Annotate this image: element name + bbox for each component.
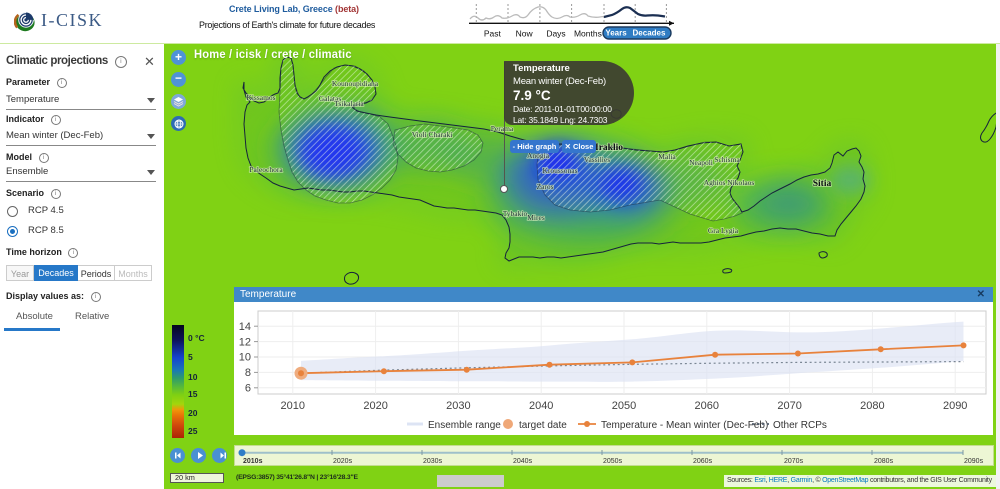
svg-text:2080: 2080 xyxy=(860,400,884,412)
svg-text:2040s: 2040s xyxy=(513,458,533,465)
svg-text:Galatas: Galatas xyxy=(319,94,342,103)
svg-text:2030: 2030 xyxy=(446,400,470,412)
svg-text:2010: 2010 xyxy=(281,400,305,412)
svg-text:Mires: Mires xyxy=(527,213,545,222)
svg-text:Schisma: Schisma xyxy=(714,155,740,164)
svg-text:Other RCPs: Other RCPs xyxy=(773,420,827,431)
svg-text:2050s: 2050s xyxy=(603,458,623,465)
svg-text:Perama: Perama xyxy=(491,124,514,133)
svg-text:10: 10 xyxy=(239,352,251,364)
svg-text:Iraklio: Iraklio xyxy=(595,143,623,153)
svg-text:2080s: 2080s xyxy=(874,458,894,465)
svg-text:Ensemble range: Ensemble range xyxy=(428,420,501,431)
svg-text:Neapoli: Neapoli xyxy=(689,158,713,167)
svg-text:Kissamos: Kissamos xyxy=(246,93,275,102)
svg-text:2020: 2020 xyxy=(363,400,387,412)
svg-text:Anogia: Anogia xyxy=(527,151,550,160)
svg-text:14: 14 xyxy=(239,321,251,333)
svg-text:6: 6 xyxy=(245,383,251,395)
svg-text:Aghios Nikolaos: Aghios Nikolaos xyxy=(704,178,755,187)
svg-text:Now: Now xyxy=(516,29,534,39)
svg-text:Violi Charaki: Violi Charaki xyxy=(412,130,453,139)
svg-text:Tybakio: Tybakio xyxy=(503,209,528,218)
svg-text:2060: 2060 xyxy=(695,400,719,412)
svg-text:Kroussonas: Kroussonas xyxy=(543,166,578,175)
svg-text:Vassilies: Vassilies xyxy=(584,155,610,164)
svg-text:2070: 2070 xyxy=(777,400,801,412)
svg-text:8: 8 xyxy=(245,367,251,379)
svg-text:Zaros: Zaros xyxy=(536,182,553,191)
svg-text:2010s: 2010s xyxy=(243,458,263,465)
svg-text:12: 12 xyxy=(239,337,251,349)
svg-text:Paleochora: Paleochora xyxy=(249,165,283,174)
svg-text:Decades: Decades xyxy=(633,29,666,38)
svg-text:target date: target date xyxy=(519,420,567,431)
svg-text:2090s: 2090s xyxy=(964,458,984,465)
svg-text:2050: 2050 xyxy=(612,400,636,412)
svg-text:Months: Months xyxy=(574,29,602,39)
svg-text:Days: Days xyxy=(546,29,565,39)
svg-text:2020s: 2020s xyxy=(333,458,353,465)
svg-text:Gra Lygia: Gra Lygia xyxy=(708,226,739,235)
svg-text:Tsikalaria: Tsikalaria xyxy=(334,99,364,108)
svg-text:Past: Past xyxy=(484,29,502,39)
svg-text:Sitia: Sitia xyxy=(813,179,832,189)
svg-text:Kounoupidiana: Kounoupidiana xyxy=(332,79,379,88)
svg-text:2090: 2090 xyxy=(943,400,967,412)
svg-text:2070s: 2070s xyxy=(784,458,804,465)
svg-text:2060s: 2060s xyxy=(693,458,713,465)
svg-text:2040: 2040 xyxy=(529,400,553,412)
svg-text:Temperature - Mean winter (Dec: Temperature - Mean winter (Dec-Feb) xyxy=(601,420,768,431)
svg-text:Years: Years xyxy=(605,29,627,38)
svg-text:Malia: Malia xyxy=(658,152,676,161)
svg-text:2030s: 2030s xyxy=(423,458,443,465)
